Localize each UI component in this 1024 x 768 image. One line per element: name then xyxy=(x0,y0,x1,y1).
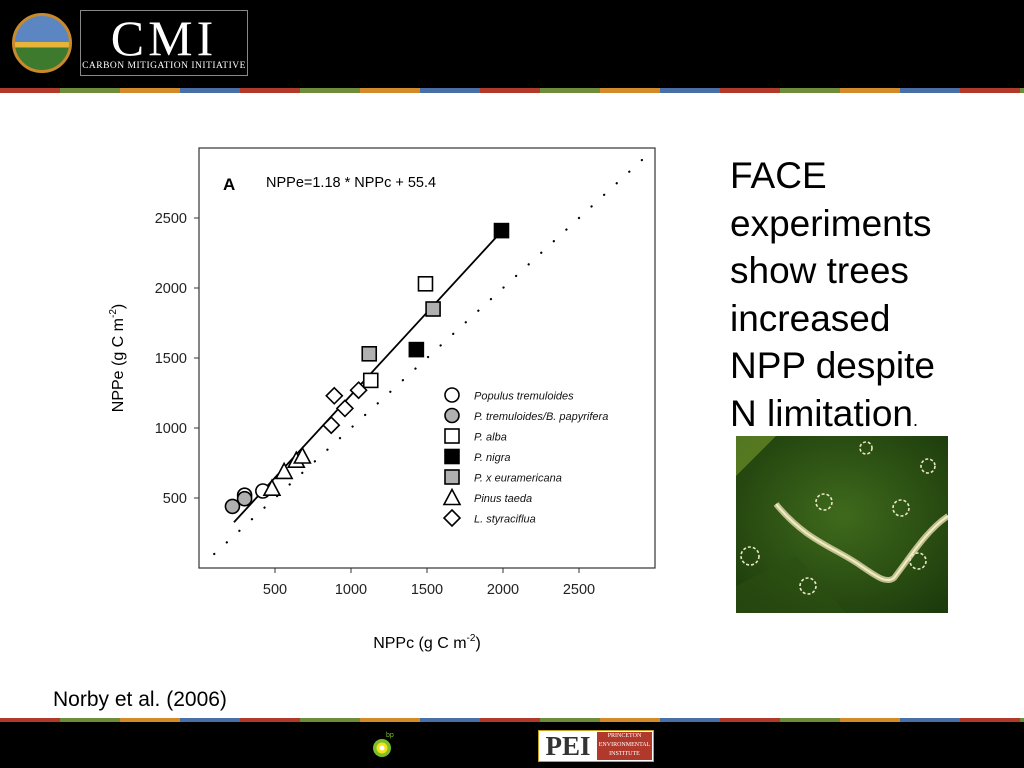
cmi-emblem-logo xyxy=(12,13,72,73)
y-tick-label: 2000 xyxy=(155,281,187,297)
x-tick-label: 500 xyxy=(263,582,287,598)
legend-marker xyxy=(444,428,460,444)
pei-logo-subtitle: PRINCETON ENVIRONMENTAL INSTITUTE xyxy=(597,732,652,760)
legend-marker xyxy=(442,508,462,528)
y-axis-label: NPPe (g C m-2) xyxy=(108,304,127,412)
panel-label: A xyxy=(223,175,235,194)
cmi-logo: CMI CARBON MITIGATION INITIATIVE xyxy=(80,10,248,76)
data-point xyxy=(425,301,441,317)
svg-text:bp: bp xyxy=(386,732,394,739)
slide-text-period: . xyxy=(913,409,919,430)
legend-label: Populus tremuloides xyxy=(474,391,574,403)
data-point xyxy=(262,478,282,497)
logo-subtitle: CARBON MITIGATION INITIATIVE xyxy=(82,61,246,71)
legend-label: P. alba xyxy=(474,432,507,444)
citation-text: Norby et al. (2006) xyxy=(53,688,227,711)
data-point xyxy=(322,416,341,435)
data-point xyxy=(493,222,510,239)
x-tick-label: 2500 xyxy=(563,582,595,598)
legend-label: P. nigra xyxy=(474,452,511,464)
y-tick-label: 500 xyxy=(163,491,187,507)
face-forest-aerial-image xyxy=(736,436,948,613)
footer-stripe xyxy=(0,718,1024,722)
data-point xyxy=(408,341,425,358)
data-point xyxy=(349,381,368,400)
pei-logo-main: PEI xyxy=(545,731,591,761)
legend: Populus tremuloides P. tremuloides/B. pap… xyxy=(442,387,608,528)
x-tick-label: 2000 xyxy=(487,582,519,598)
slide-text-line: show trees xyxy=(730,250,909,291)
legend-label: L. styraciflua xyxy=(474,514,536,526)
legend-marker xyxy=(444,469,460,485)
data-point xyxy=(362,372,379,389)
slide-text-line: NPP despite xyxy=(730,345,935,386)
data-point xyxy=(274,461,294,480)
header-bar xyxy=(0,0,1024,88)
data-point xyxy=(236,490,253,507)
legend-label: P. tremuloides/B. papyrifera xyxy=(474,411,608,423)
footer-bar xyxy=(0,718,1024,768)
data-point xyxy=(293,446,312,464)
data-point xyxy=(417,276,434,292)
bp-logo: bp xyxy=(373,732,394,757)
logo-main-text: CMI xyxy=(110,10,218,66)
slide-text-line: FACE xyxy=(730,155,827,196)
data-point xyxy=(361,346,378,362)
legend-label: Pinus taeda xyxy=(474,493,532,505)
x-tick-label: 1500 xyxy=(411,582,443,598)
data-point xyxy=(325,386,344,405)
legend-marker xyxy=(444,387,460,403)
x-tick-label: 1000 xyxy=(335,582,367,598)
slide-text: FACE experiments show trees increased NP… xyxy=(730,152,1020,444)
y-tick-label: 2500 xyxy=(155,211,187,227)
x-axis-label: NPPc (g C m-2) xyxy=(373,633,481,652)
slide-text-line: experiments xyxy=(730,202,932,244)
regression-equation: NPPe=1.18 * NPPc + 55.4 xyxy=(266,175,436,191)
npp-scatter-chart: 500 1000 1500 2000 2500 500 1000 1500 2000 2500 A… xyxy=(108,147,656,652)
plot-layer: 500 1000 1500 2000 2500 500 1000 1500 2000 2500 xyxy=(155,153,649,598)
data-point xyxy=(224,498,241,515)
slide-text-line: N limitation. xyxy=(730,390,1020,445)
data-point xyxy=(335,399,355,418)
legend-marker xyxy=(444,407,460,424)
header-stripe xyxy=(0,88,1024,93)
legend-marker xyxy=(444,448,460,465)
legend-marker xyxy=(442,487,462,506)
y-tick-label: 1500 xyxy=(155,351,187,367)
slide-text-line: increased xyxy=(730,297,891,339)
slide-text-last: N limitation xyxy=(730,392,913,434)
y-tick-label: 1000 xyxy=(155,421,187,437)
legend-label: P. x euramericana xyxy=(474,473,562,485)
pei-logo: PEI PRINCETON ENVIRONMENTAL INSTITUTE xyxy=(538,730,654,762)
